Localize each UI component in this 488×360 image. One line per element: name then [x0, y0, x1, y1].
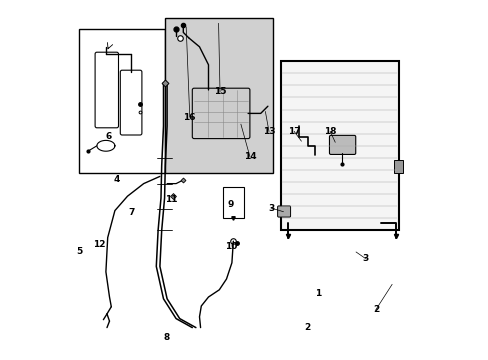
Bar — [280, 61, 399, 230]
Text: 6: 6 — [105, 132, 111, 141]
Text: 2: 2 — [372, 305, 378, 314]
Text: 8: 8 — [163, 333, 170, 342]
Text: 12: 12 — [93, 240, 106, 249]
Text: 13: 13 — [262, 127, 275, 136]
Text: 10: 10 — [224, 242, 237, 251]
Bar — [393, 160, 402, 173]
FancyBboxPatch shape — [120, 70, 142, 135]
Text: 9: 9 — [227, 200, 234, 209]
FancyBboxPatch shape — [277, 206, 290, 217]
Text: 4: 4 — [113, 175, 120, 184]
Text: 7: 7 — [128, 208, 134, 217]
Text: 14: 14 — [243, 152, 256, 161]
Text: 11: 11 — [165, 195, 178, 204]
Text: 15: 15 — [213, 87, 226, 96]
FancyBboxPatch shape — [95, 52, 118, 128]
Bar — [79, 29, 165, 173]
FancyBboxPatch shape — [329, 135, 355, 154]
Text: 1: 1 — [315, 289, 321, 298]
Text: 3: 3 — [267, 204, 274, 212]
Text: 5: 5 — [76, 248, 82, 256]
Text: 3: 3 — [362, 254, 368, 263]
Bar — [165, 18, 273, 173]
Text: 2: 2 — [304, 323, 310, 332]
FancyBboxPatch shape — [192, 88, 249, 139]
Bar — [223, 187, 244, 218]
Text: 16: 16 — [183, 112, 196, 122]
Text: 17: 17 — [287, 127, 300, 136]
Text: 18: 18 — [323, 127, 336, 136]
